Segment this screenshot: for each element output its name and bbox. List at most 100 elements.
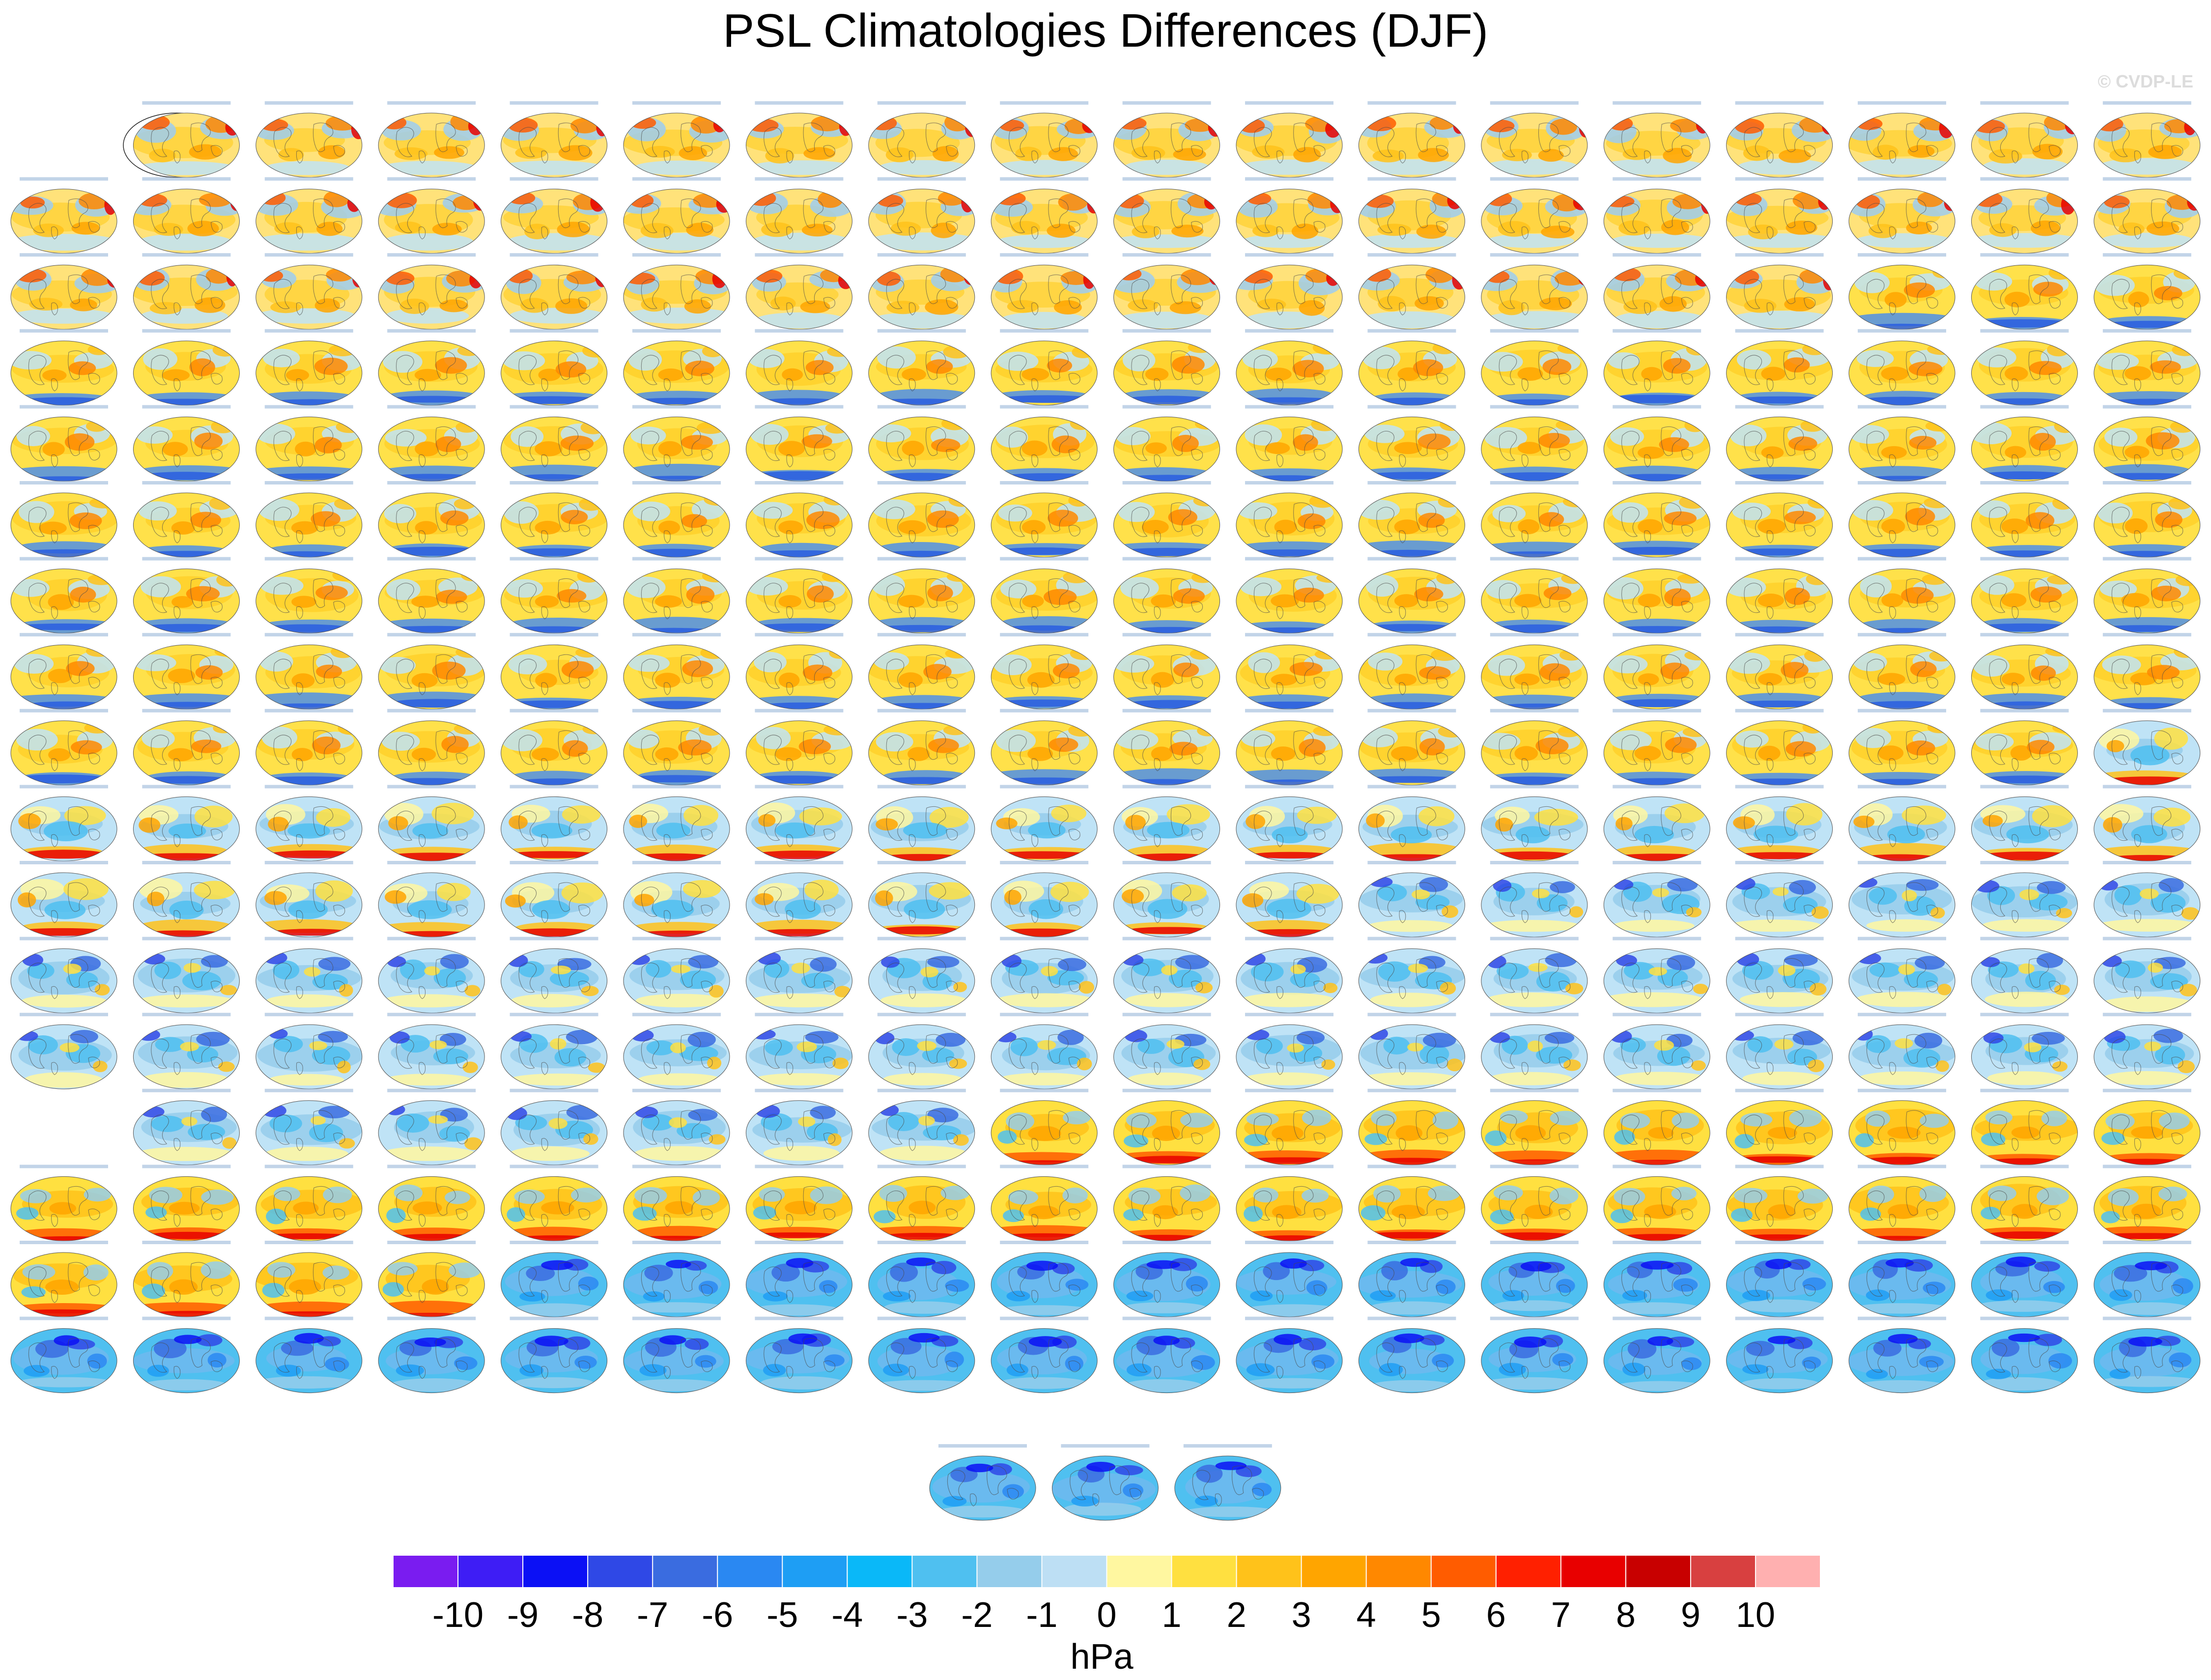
panel-title-line	[632, 709, 721, 712]
panel-title-line	[1122, 1088, 1211, 1092]
panel-title-line	[387, 633, 476, 637]
panel-title-line	[1858, 405, 1946, 409]
panel-title-line	[1183, 1444, 1272, 1448]
panel-title-line	[1000, 177, 1089, 181]
map-panel	[501, 785, 608, 861]
map-panel	[1236, 557, 1343, 634]
panel-title-line	[264, 481, 353, 484]
panel-title-line	[1245, 405, 1333, 409]
panel-title-line	[877, 1241, 966, 1244]
panel-title-line	[1000, 1241, 1089, 1244]
map-panel	[745, 785, 852, 861]
panel-title-line	[264, 937, 353, 940]
map-panel	[1971, 785, 2078, 861]
map-panel	[255, 1241, 363, 1317]
panel-title-line	[1367, 633, 1456, 637]
panel-title-line	[877, 329, 966, 333]
map-panel	[255, 177, 363, 254]
map-panel	[2094, 1241, 2201, 1317]
map-panel	[1726, 1316, 1833, 1394]
map-panel	[1113, 1165, 1220, 1241]
map-panel	[991, 1088, 1098, 1166]
panel-title-line	[632, 1241, 721, 1244]
panel-title-line	[387, 329, 476, 333]
map-panel	[623, 101, 730, 178]
panel-title-line	[1367, 177, 1456, 181]
map-panel	[1603, 785, 1710, 861]
panel-title-line	[877, 177, 966, 181]
map-panel	[2094, 405, 2201, 482]
map-panel	[1481, 101, 1588, 178]
map-panel	[1848, 1165, 1956, 1241]
panel-title-line	[510, 633, 598, 637]
panel-title-line	[1980, 1165, 2069, 1168]
panel-title-line	[877, 709, 966, 712]
map-panel	[745, 937, 852, 1014]
map-panel	[1726, 481, 1833, 558]
panel-title-line	[1000, 1013, 1089, 1017]
panel-title-line	[2102, 101, 2191, 105]
panel-title-line	[1735, 1088, 1824, 1092]
map-panel	[745, 329, 852, 406]
map-panel	[1603, 709, 1710, 786]
map-panel	[501, 177, 608, 254]
panel-title-line	[1613, 329, 1701, 333]
map-panel	[1236, 329, 1343, 406]
panel-title-line	[1490, 481, 1579, 484]
panel-title-line	[1613, 1241, 1701, 1244]
map-panel	[133, 709, 240, 786]
map-panel	[623, 481, 730, 558]
map-panel	[991, 329, 1098, 406]
panel-title-line	[387, 861, 476, 864]
map-panel	[1603, 1013, 1710, 1089]
map-panel	[745, 405, 852, 482]
panel-title-line	[1735, 1316, 1824, 1320]
panel-title-line	[1858, 785, 1946, 789]
panel-title-line	[1061, 1444, 1150, 1448]
panel-title-line	[1367, 253, 1456, 257]
map-panel	[1848, 177, 1956, 254]
map-panel	[1236, 481, 1343, 558]
panel-title-line	[2102, 329, 2191, 333]
map-panel	[1971, 253, 2078, 330]
map-panel	[133, 557, 240, 634]
map-panel	[10, 177, 117, 254]
panel-title-line	[877, 937, 966, 940]
map-panel	[501, 709, 608, 786]
panel-title-line	[1122, 633, 1211, 637]
panel-title-line	[1367, 1165, 1456, 1168]
panel-title-line	[632, 101, 721, 105]
map-panel	[868, 1241, 975, 1317]
panel-title-line	[1367, 1316, 1456, 1320]
map-panel	[133, 861, 240, 938]
panel-title-line	[1245, 785, 1333, 789]
map-panel	[501, 633, 608, 710]
panel-title-line	[1245, 937, 1333, 940]
map-panel	[623, 253, 730, 330]
map-panel	[1726, 253, 1833, 330]
panel-title-line	[877, 101, 966, 105]
map-panel	[1481, 633, 1588, 710]
map-panel	[1113, 1088, 1220, 1166]
map-panel	[1726, 785, 1833, 861]
panel-title-line	[755, 101, 844, 105]
map-panel	[868, 633, 975, 710]
panel-title-line	[20, 329, 108, 333]
map-panel	[1113, 633, 1220, 710]
map-panel	[991, 1013, 1098, 1089]
map-panel	[1726, 1013, 1833, 1089]
map-panel	[133, 253, 240, 330]
map-panel	[623, 405, 730, 482]
panel-title-line	[510, 329, 598, 333]
map-panel	[1971, 1241, 2078, 1317]
map-panel	[1848, 481, 1956, 558]
panel-title-line	[1735, 405, 1824, 409]
panel-title-line	[1735, 481, 1824, 484]
map-panel	[133, 329, 240, 406]
panel-title-line	[938, 1444, 1027, 1448]
panel-title-line	[1000, 633, 1089, 637]
panel-title-line	[1367, 709, 1456, 712]
panel-title-line	[632, 177, 721, 181]
panel-title-line	[142, 101, 231, 105]
